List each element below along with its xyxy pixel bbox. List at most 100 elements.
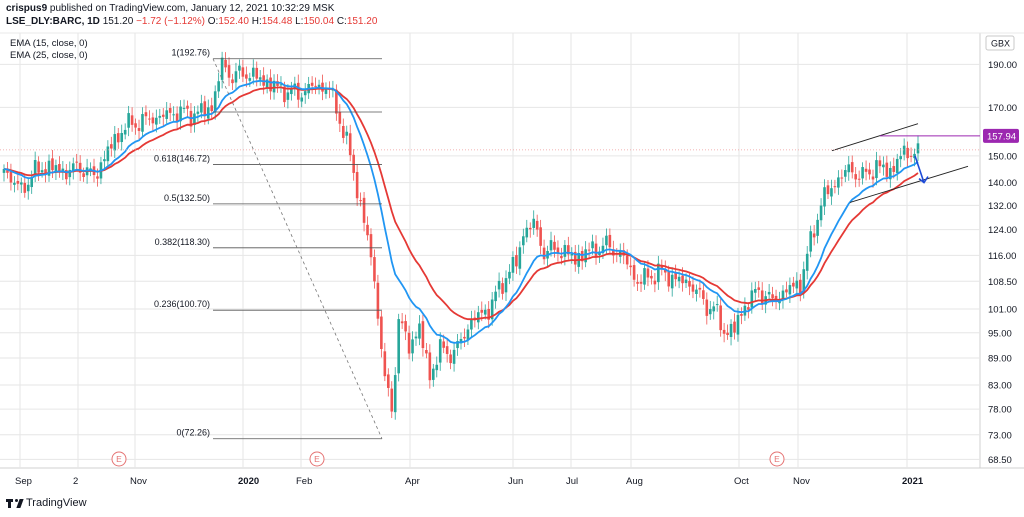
candle-body: [65, 169, 68, 180]
candle: [310, 76, 314, 94]
tradingview-brand: TradingView: [26, 497, 87, 509]
candle-body: [677, 276, 681, 282]
candle-body: [504, 278, 508, 293]
candle-body: [338, 112, 342, 124]
candle: [386, 368, 390, 397]
candle-body: [376, 282, 380, 319]
fib-level-label: 0.618(146.72): [154, 153, 210, 163]
indicator-legend: EMA (15, close, 0) EMA (25, close, 0): [10, 38, 88, 62]
candle-body: [269, 77, 272, 92]
candle: [833, 179, 837, 194]
candle: [352, 149, 355, 181]
candle: [528, 222, 532, 238]
candle: [9, 163, 13, 191]
candle: [490, 292, 494, 326]
candle: [300, 92, 304, 108]
candle-body: [733, 321, 736, 333]
symbol-name[interactable]: LSE_DLY:BARC, 1D: [6, 16, 100, 27]
candle: [456, 333, 459, 356]
candle: [71, 157, 75, 180]
candle: [570, 247, 574, 264]
candle-body: [788, 285, 792, 295]
candle: [466, 324, 470, 346]
candle: [158, 108, 162, 124]
candle: [816, 213, 819, 244]
candle: [861, 162, 864, 185]
candle: [296, 74, 300, 108]
candle: [757, 280, 761, 298]
y-tick-label: 78.00: [988, 405, 1012, 416]
candle-body: [518, 247, 522, 269]
candle-body: [161, 114, 165, 117]
candle: [23, 174, 27, 198]
channel-upper-line: [831, 123, 919, 152]
candle-body: [71, 163, 75, 173]
candle-body: [556, 247, 560, 254]
candle-body: [348, 133, 352, 156]
candle-body: [864, 168, 868, 172]
candle: [736, 307, 740, 342]
candle-body: [9, 170, 13, 183]
candle-body: [144, 112, 148, 117]
candle-body: [165, 110, 169, 119]
candle-body: [674, 272, 677, 280]
fib-level-label: 0.5(132.50): [164, 193, 210, 203]
candle: [809, 225, 812, 258]
candle-body: [560, 256, 563, 259]
candle: [165, 101, 169, 125]
candle-body: [795, 280, 799, 289]
candle: [646, 260, 650, 287]
candle-body: [362, 197, 366, 223]
candle-body: [857, 178, 861, 180]
candle-body: [16, 181, 20, 184]
candle: [726, 324, 729, 340]
candle-body: [442, 341, 445, 348]
author-name[interactable]: crispus9: [6, 3, 48, 14]
candle: [636, 274, 639, 291]
candle: [882, 156, 885, 176]
candle: [515, 246, 518, 274]
candle-body: [141, 114, 144, 132]
low-value: 150.04: [303, 16, 335, 27]
candle: [916, 135, 920, 161]
candle: [203, 95, 207, 125]
candle-body: [103, 159, 106, 162]
earnings-marker-label: E: [116, 454, 122, 464]
candle-body: [892, 166, 896, 172]
candle-body: [528, 227, 532, 230]
candle-body: [96, 176, 99, 179]
y-tick-label: 108.50: [988, 277, 1017, 288]
candle: [518, 241, 522, 276]
candle: [127, 105, 130, 137]
candle: [712, 301, 716, 320]
candle-body: [497, 280, 501, 290]
candle: [68, 161, 72, 186]
candle: [722, 323, 726, 343]
candle: [366, 216, 369, 241]
candle: [258, 70, 262, 86]
candle: [522, 228, 525, 254]
candle-body: [37, 161, 40, 173]
candle-body: [438, 339, 442, 363]
candle-body: [539, 227, 542, 246]
candle-body: [885, 162, 889, 177]
candle-body: [255, 67, 259, 79]
ema15-legend[interactable]: EMA (15, close, 0): [10, 38, 88, 49]
candle: [172, 106, 175, 122]
candle-body: [224, 59, 227, 68]
channel-lower-line: [849, 165, 969, 203]
candle-body: [916, 143, 920, 154]
candle: [418, 315, 421, 346]
candle: [889, 161, 892, 188]
candle-body: [660, 265, 664, 270]
candle-body: [840, 177, 844, 179]
ema25-legend[interactable]: EMA (25, close, 0): [10, 50, 88, 61]
candle-body: [636, 282, 639, 284]
candle-body: [123, 129, 127, 135]
candle-body: [816, 219, 819, 236]
candle: [525, 219, 529, 243]
candle: [632, 259, 636, 287]
candle-body: [196, 111, 200, 114]
ohlc-values: O:152.40 H:154.48 L:150.04 C:151.20: [208, 16, 378, 27]
